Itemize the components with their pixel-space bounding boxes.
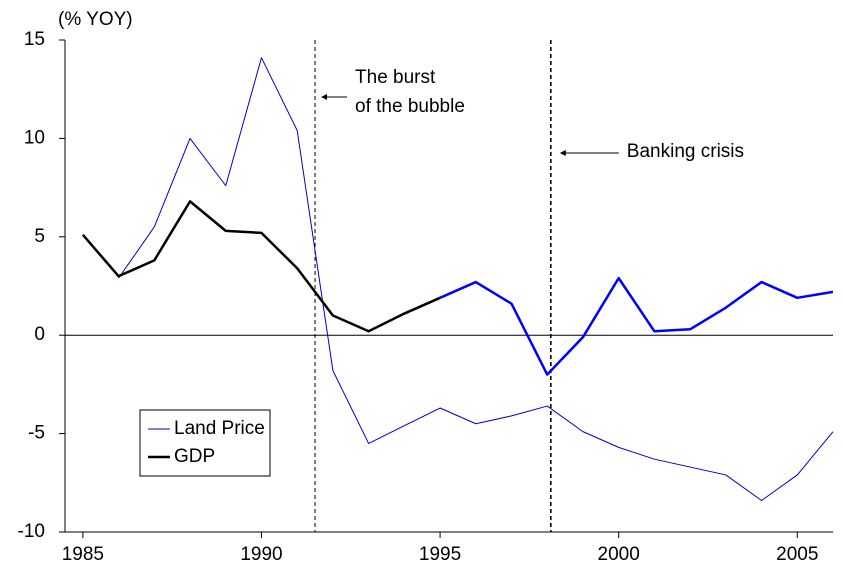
x-tick-label: 1985: [62, 544, 104, 565]
y-tick-label: 0: [34, 324, 45, 345]
x-tick-label: 2005: [776, 544, 818, 565]
x-tick-label: 1995: [419, 544, 461, 565]
legend-box: [139, 409, 271, 477]
legend-label: Land Price: [174, 418, 265, 439]
arrow-head: [559, 150, 566, 156]
x-tick-label: 1990: [240, 544, 282, 565]
series-line: [81, 200, 441, 333]
series-line: [118, 57, 834, 502]
y-axis-label: (% YOY): [58, 9, 133, 30]
annotation: Banking crisis: [627, 141, 744, 162]
annotation: of the bubble: [355, 96, 465, 117]
y-tick-label: 10: [24, 127, 45, 148]
legend-label: GDP: [174, 446, 215, 467]
arrow-head: [321, 94, 328, 100]
annotation: The burst: [355, 67, 436, 88]
y-tick-label: -10: [18, 521, 45, 542]
y-tick-label: 15: [24, 29, 45, 50]
y-tick-label: -5: [28, 423, 45, 444]
y-tick-label: 5: [34, 226, 45, 247]
series-line: [439, 276, 834, 376]
x-tick-label: 2000: [598, 544, 640, 565]
